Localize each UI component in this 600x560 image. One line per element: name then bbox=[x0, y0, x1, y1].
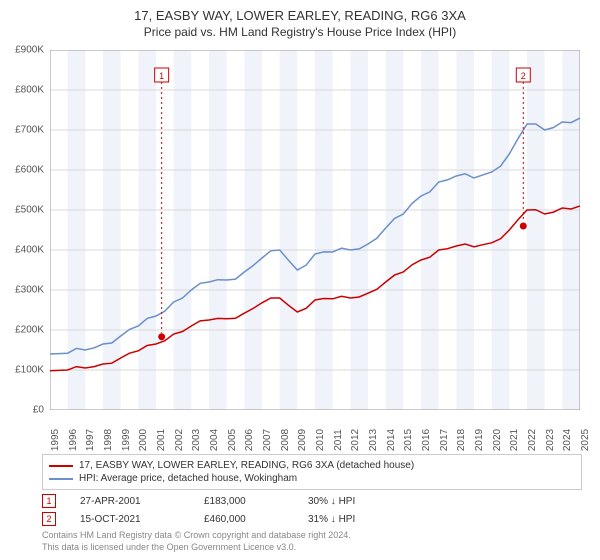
legend-row: 17, EASBY WAY, LOWER EARLEY, READING, RG… bbox=[49, 459, 575, 472]
x-tick-label: 2025 bbox=[580, 429, 591, 451]
y-tick-label: £500K bbox=[15, 205, 44, 216]
x-tick-label: 2024 bbox=[562, 429, 573, 451]
x-tick-label: 2002 bbox=[174, 429, 185, 451]
x-tick-label: 2010 bbox=[315, 429, 326, 451]
x-tick-label: 2012 bbox=[350, 429, 361, 451]
transaction-date: 15-OCT-2021 bbox=[80, 514, 180, 525]
y-axis-labels: £0£100K£200K£300K£400K£500K£600K£700K£80… bbox=[0, 50, 48, 410]
y-tick-label: £300K bbox=[15, 285, 44, 296]
transaction-marker: 1 bbox=[42, 494, 56, 508]
x-tick-label: 2014 bbox=[386, 429, 397, 451]
y-tick-label: £0 bbox=[33, 405, 44, 416]
x-tick-label: 2007 bbox=[262, 429, 273, 451]
transaction-price: £460,000 bbox=[204, 514, 284, 525]
chart-container: 17, EASBY WAY, LOWER EARLEY, READING, RG… bbox=[0, 0, 600, 560]
x-tick-label: 1998 bbox=[103, 429, 114, 451]
x-axis-labels: 1995 1996 1997 1998 1999 2000 2001 2002 2003 2004… bbox=[50, 412, 580, 452]
x-tick-label: 1996 bbox=[68, 429, 79, 451]
x-tick-label: 2013 bbox=[368, 429, 379, 451]
y-tick-label: £100K bbox=[15, 365, 44, 376]
transaction-row: 1 27-APR-2001 £183,000 30% ↓ HPI bbox=[42, 492, 582, 510]
y-tick-label: £800K bbox=[15, 85, 44, 96]
x-tick-label: 2011 bbox=[333, 429, 344, 451]
chart-title-block: 17, EASBY WAY, LOWER EARLEY, READING, RG… bbox=[0, 0, 600, 43]
y-tick-label: £200K bbox=[15, 325, 44, 336]
transaction-pct: 30% ↓ HPI bbox=[308, 496, 355, 507]
legend-label: HPI: Average price, detached house, Woki… bbox=[79, 473, 297, 484]
x-tick-label: 2016 bbox=[421, 429, 432, 451]
x-tick-label: 2018 bbox=[456, 429, 467, 451]
y-tick-label: £700K bbox=[15, 125, 44, 136]
transactions-table: 1 27-APR-2001 £183,000 30% ↓ HPI 2 15-OCT-202… bbox=[42, 492, 582, 528]
chart-title-line1: 17, EASBY WAY, LOWER EARLEY, READING, RG… bbox=[0, 8, 600, 23]
legend-swatch bbox=[49, 478, 73, 480]
legend-row: HPI: Average price, detached house, Woki… bbox=[49, 472, 575, 485]
x-tick-label: 2019 bbox=[474, 429, 485, 451]
x-tick-label: 2004 bbox=[209, 429, 220, 451]
x-tick-label: 2009 bbox=[297, 429, 308, 451]
x-tick-label: 1997 bbox=[85, 429, 96, 451]
transaction-date: 27-APR-2001 bbox=[80, 496, 180, 507]
y-tick-label: £400K bbox=[15, 245, 44, 256]
x-tick-label: 2023 bbox=[545, 429, 556, 451]
transaction-pct: 31% ↓ HPI bbox=[308, 514, 355, 525]
y-tick-label: £900K bbox=[15, 45, 44, 56]
plot-svg: 12 bbox=[50, 50, 580, 410]
legend-swatch bbox=[49, 465, 73, 467]
y-tick-label: £600K bbox=[15, 165, 44, 176]
x-tick-label: 2005 bbox=[227, 429, 238, 451]
footer-text: Contains HM Land Registry data © Crown c… bbox=[42, 530, 351, 553]
x-tick-label: 2008 bbox=[280, 429, 291, 451]
x-tick-label: 1999 bbox=[121, 429, 132, 451]
footer-line1: Contains HM Land Registry data © Crown c… bbox=[42, 530, 351, 542]
svg-text:1: 1 bbox=[159, 71, 164, 81]
x-tick-label: 1995 bbox=[50, 429, 61, 451]
chart-title-line2: Price paid vs. HM Land Registry's House … bbox=[0, 25, 600, 39]
x-tick-label: 2017 bbox=[439, 429, 450, 451]
svg-text:2: 2 bbox=[521, 71, 526, 81]
footer-line2: This data is licensed under the Open Gov… bbox=[42, 542, 351, 554]
x-tick-label: 2003 bbox=[191, 429, 202, 451]
x-tick-label: 2000 bbox=[138, 429, 149, 451]
legend-label: 17, EASBY WAY, LOWER EARLEY, READING, RG… bbox=[79, 460, 414, 471]
transaction-marker: 2 bbox=[42, 512, 56, 526]
transaction-row: 2 15-OCT-2021 £460,000 31% ↓ HPI bbox=[42, 510, 582, 528]
x-tick-label: 2020 bbox=[492, 429, 503, 451]
x-tick-label: 2006 bbox=[244, 429, 255, 451]
transaction-price: £183,000 bbox=[204, 496, 284, 507]
x-tick-label: 2001 bbox=[156, 429, 167, 451]
legend-box: 17, EASBY WAY, LOWER EARLEY, READING, RG… bbox=[42, 454, 582, 490]
x-tick-label: 2021 bbox=[509, 429, 520, 451]
x-tick-label: 2015 bbox=[403, 429, 414, 451]
plot-area: 12 bbox=[50, 50, 580, 410]
x-tick-label: 2022 bbox=[527, 429, 538, 451]
